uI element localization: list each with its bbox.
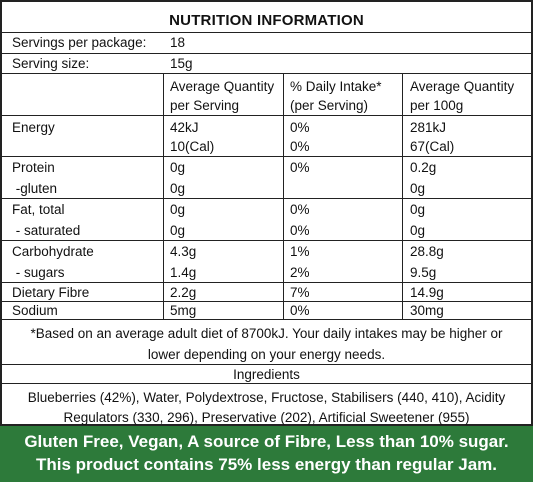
serving-size-value: 15g xyxy=(170,56,193,71)
daily-intake-value: 2% xyxy=(290,265,310,280)
per-100g-value: 67(Cal) xyxy=(410,139,455,154)
ingredients-heading: Ingredients xyxy=(233,367,300,382)
per-serving-value: 5mg xyxy=(170,303,197,318)
col-header-serving: Average Quantity xyxy=(170,79,275,94)
daily-intake-value: 0% xyxy=(290,160,310,175)
per-100g-value: 28.8g xyxy=(410,244,444,259)
col-header-serving-sub: per Serving xyxy=(170,98,240,113)
claims-banner: Gluten Free, Vegan, A source of Fibre, L… xyxy=(0,426,533,482)
banner-line-1: Gluten Free, Vegan, A source of Fibre, L… xyxy=(24,432,509,451)
nutrient-name: -gluten xyxy=(12,181,58,196)
divider xyxy=(2,301,531,302)
nutrient-name: - sugars xyxy=(12,265,65,280)
per-serving-value: 4.3g xyxy=(170,244,197,259)
divider xyxy=(2,73,531,74)
per-serving-value: 0g xyxy=(170,202,186,217)
per-100g-value: 14.9g xyxy=(410,285,444,300)
footnote-line-1: *Based on an average adult diet of 8700k… xyxy=(30,326,503,341)
divider xyxy=(2,282,531,283)
col-header-daily: % Daily Intake* xyxy=(290,79,382,94)
per-serving-value: 0g xyxy=(170,160,186,175)
per-100g-value: 281kJ xyxy=(410,120,447,135)
banner-line-2: This product contains 75% less energy th… xyxy=(35,455,498,474)
per-serving-value: 42kJ xyxy=(170,120,199,135)
serving-size-label: Serving size: xyxy=(12,56,90,71)
per-serving-value: 1.4g xyxy=(170,265,197,280)
nutrient-name: Carbohydrate xyxy=(12,244,94,259)
nutrient-name: - saturated xyxy=(12,223,81,238)
nutrient-name: Dietary Fibre xyxy=(12,285,90,300)
column-separator xyxy=(402,73,403,319)
ingredients-line-1: Blueberries (42%), Water, Polydextrose, … xyxy=(27,390,506,405)
servings-label: Servings per package: xyxy=(12,35,147,50)
divider xyxy=(2,156,531,157)
per-serving-value: 10(Cal) xyxy=(170,139,215,154)
servings-value: 18 xyxy=(170,35,186,50)
divider xyxy=(2,319,531,320)
divider xyxy=(2,364,531,365)
divider xyxy=(2,383,531,384)
nutrient-name: Protein xyxy=(12,160,55,175)
column-separator xyxy=(283,73,284,319)
daily-intake-value: 0% xyxy=(290,120,310,135)
ingredients-line-2: Regulators (330, 296), Preservative (202… xyxy=(63,410,470,425)
per-100g-value: 0g xyxy=(410,202,426,217)
per-100g-value: 0g xyxy=(410,223,426,238)
daily-intake-value: 7% xyxy=(290,285,310,300)
daily-intake-value: 0% xyxy=(290,139,310,154)
per-serving-value: 0g xyxy=(170,223,186,238)
nutrient-name: Fat, total xyxy=(12,202,65,217)
col-header-per100: Average Quantity xyxy=(410,79,515,94)
daily-intake-value: 1% xyxy=(290,244,310,259)
divider xyxy=(2,198,531,199)
column-separator xyxy=(163,73,164,319)
divider xyxy=(2,240,531,241)
nutrient-name: Sodium xyxy=(12,303,58,318)
nutrient-name: Energy xyxy=(12,120,55,135)
per-100g-value: 30mg xyxy=(410,303,444,318)
daily-intake-value: 0% xyxy=(290,223,310,238)
per-serving-value: 2.2g xyxy=(170,285,197,300)
daily-intake-value: 0% xyxy=(290,303,310,318)
per-100g-value: 0.2g xyxy=(410,160,437,175)
daily-intake-value: 0% xyxy=(290,202,310,217)
divider xyxy=(2,32,531,33)
divider xyxy=(2,115,531,116)
per-serving-value: 0g xyxy=(170,181,186,196)
footnote-line-2: lower depending on your energy needs. xyxy=(147,347,386,362)
nutrition-panel: NUTRITION INFORMATION Servings per packa… xyxy=(0,0,533,426)
panel-title: NUTRITION INFORMATION xyxy=(169,12,364,29)
col-header-per100-sub: per 100g xyxy=(410,98,464,113)
divider xyxy=(2,53,531,54)
per-100g-value: 9.5g xyxy=(410,265,437,280)
per-100g-value: 0g xyxy=(410,181,426,196)
col-header-daily-sub: (per Serving) xyxy=(290,98,369,113)
